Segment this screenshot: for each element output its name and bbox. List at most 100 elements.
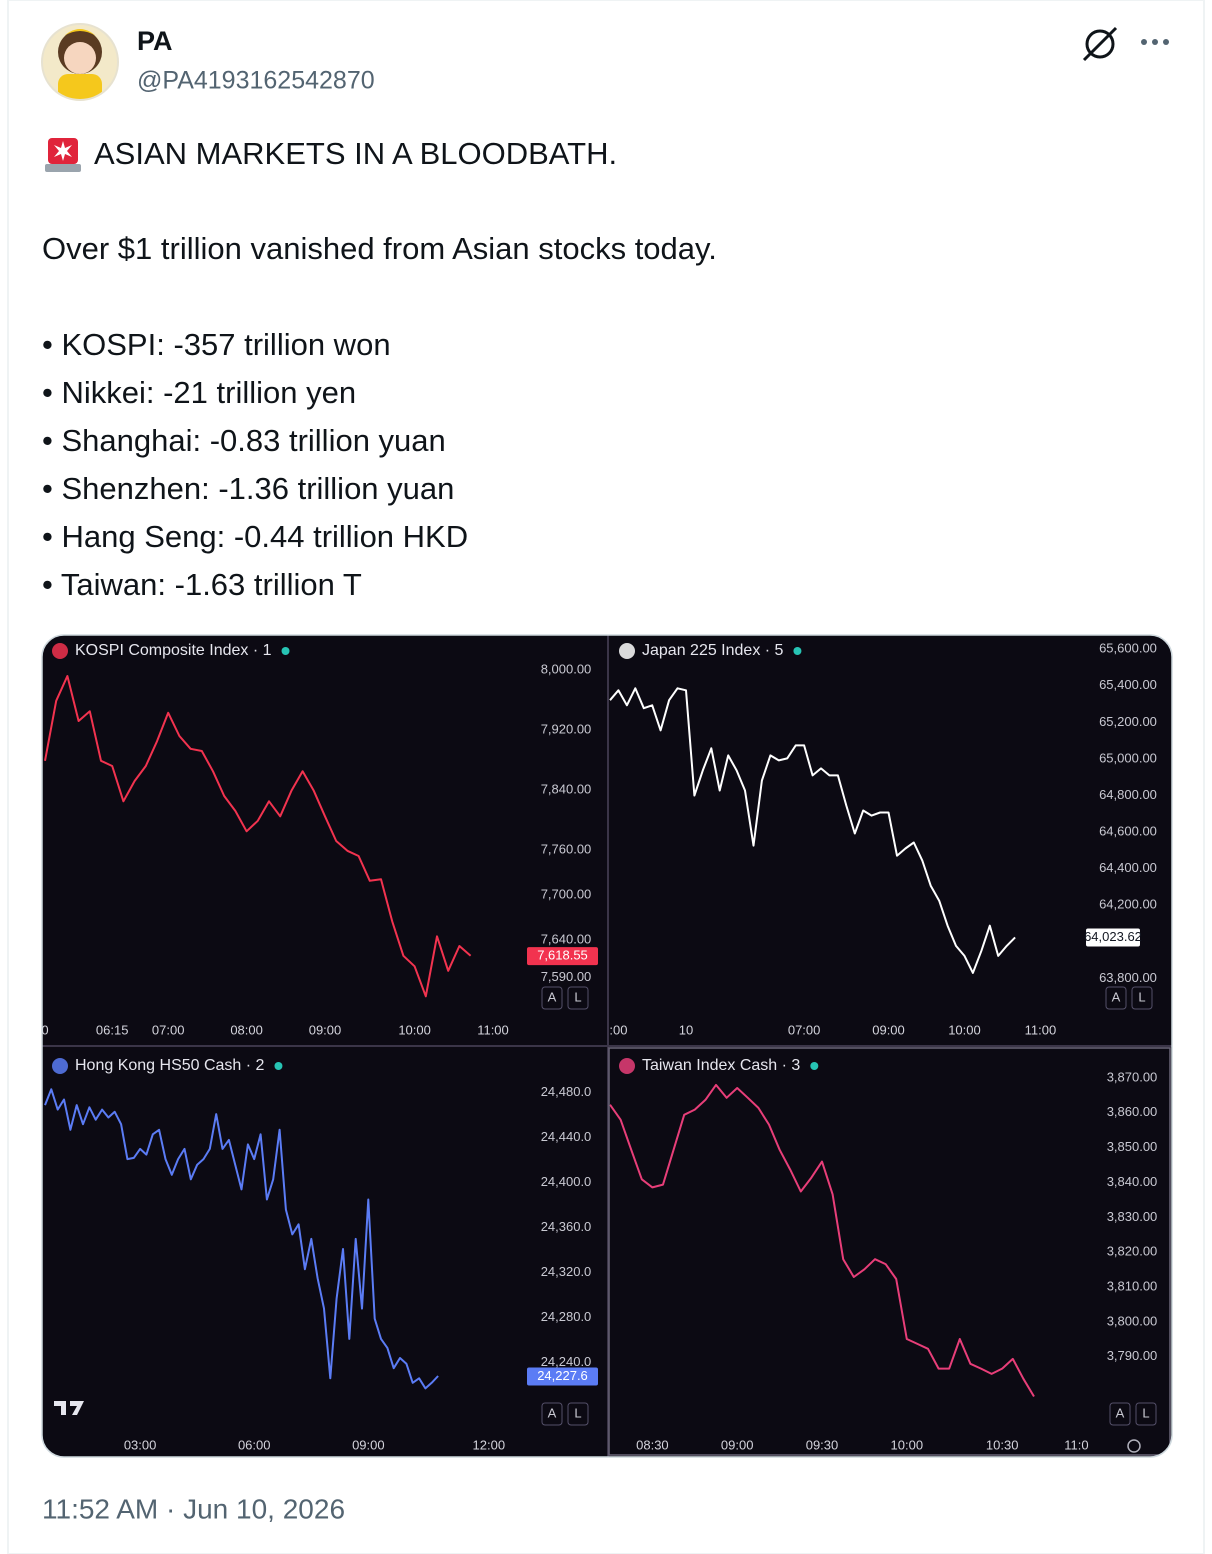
x-tick-label: 03:00 [124, 1437, 157, 1452]
y-tick-label: 7,760.00 [541, 841, 592, 856]
y-tick-label: 3,830.00 [1107, 1209, 1158, 1224]
last-price-tag [1086, 928, 1140, 947]
avatar[interactable] [40, 22, 120, 104]
price-line [609, 687, 1016, 974]
x-tick-label: 10:00 [948, 1022, 981, 1037]
y-tick-label: 3,860.00 [1107, 1104, 1158, 1119]
bullet: • Shanghai: -0.83 trillion yuan [42, 423, 446, 458]
last-price-tag [527, 1367, 598, 1386]
x-tick-label: 07:00 [152, 1022, 185, 1037]
avatar-ring [41, 23, 119, 101]
y-tick-label: 63,800.00 [1099, 970, 1157, 985]
x-tick-label: 09:00 [352, 1437, 385, 1452]
x-tick-label: 0 [41, 1022, 48, 1037]
chart-image[interactable]: KOSPI Composite Index · 1 8,000.00 7,920.0… [41, 635, 1172, 1457]
x-tick-label: 11:00 [477, 1022, 509, 1037]
x-tick-label: 10:00 [891, 1437, 924, 1452]
panel-title: KOSPI Composite Index · 1 [75, 642, 272, 659]
y-tick-label: 65,400.00 [1099, 677, 1157, 692]
scale-button-label: A [1116, 1405, 1125, 1420]
panel-title: Hong Kong HS50 Cash · 2 [75, 1057, 265, 1074]
more-menu[interactable] [1141, 39, 1169, 45]
scale-button[interactable] [567, 986, 589, 1010]
image-border [41, 634, 1173, 1458]
headline: ASIAN MARKETS IN A BLOODBATH. [94, 136, 617, 171]
x-tick-label: :00 [609, 1022, 627, 1037]
siren-emoji [45, 138, 81, 172]
scale-button-label: A [1112, 989, 1121, 1004]
scale-button[interactable] [1109, 1402, 1131, 1426]
y-tick-label: 64,400.00 [1099, 860, 1157, 875]
scale-button-label: L [1138, 989, 1145, 1004]
x-tick-label: 08:30 [636, 1437, 669, 1452]
scale-button[interactable] [541, 1402, 563, 1426]
scale-button[interactable] [541, 986, 563, 1010]
scale-button[interactable] [1135, 1402, 1157, 1426]
bullet: • Taiwan: -1.63 trillion T [42, 567, 362, 602]
last-price-tag [527, 947, 598, 966]
intro: Over $1 trillion vanished from Asian sto… [42, 231, 717, 266]
x-tick-label: 08:00 [230, 1022, 263, 1037]
y-tick-label: 24,280.0 [541, 1309, 592, 1324]
settings-icon[interactable] [1127, 1439, 1141, 1453]
scale-button[interactable] [567, 1402, 589, 1426]
x-tick-label: 06:00 [238, 1437, 271, 1452]
panel-title: Japan 225 Index · 5 [642, 642, 784, 659]
y-tick-label: 7,700.00 [541, 886, 592, 901]
y-tick-label: 24,400.0 [541, 1174, 592, 1189]
y-tick-label: 24,480.0 [541, 1084, 592, 1099]
timestamp[interactable]: 11:52 AM · Jun 10, 2026 [42, 1493, 345, 1524]
y-tick-label: 65,000.00 [1099, 750, 1157, 765]
x-tick-label: 10:30 [986, 1437, 1019, 1452]
symbol-icon [52, 1058, 68, 1074]
status-dot [793, 647, 802, 655]
y-tick-label: 3,850.00 [1107, 1139, 1158, 1154]
symbol-icon [619, 643, 635, 659]
author-name[interactable]: PA [137, 26, 173, 56]
scale-button-label: L [574, 1405, 581, 1420]
x-tick-label: 11:0 [1064, 1437, 1088, 1452]
scale-button-label: A [548, 1405, 557, 1420]
status-dot [810, 1062, 819, 1070]
bullet: • Hang Seng: -0.44 trillion HKD [42, 519, 468, 554]
y-tick-label: 3,820.00 [1107, 1244, 1158, 1259]
bullet: • KOSPI: -357 trillion won [42, 327, 391, 362]
y-tick-label: 64,800.00 [1099, 787, 1157, 802]
scale-button-label: L [1142, 1405, 1149, 1420]
y-tick-label: 7,640.00 [541, 931, 592, 946]
panel-title: Taiwan Index Cash · 3 [642, 1057, 800, 1074]
author-handle[interactable]: @PA4193162542870 [137, 67, 375, 95]
x-tick-label: 11:00 [1025, 1022, 1057, 1037]
y-tick-label: 8,000.00 [541, 661, 592, 676]
y-tick-label: 65,600.00 [1099, 641, 1157, 656]
price-line [44, 675, 472, 998]
bullet: • Nikkei: -21 trillion yen [42, 375, 356, 410]
last-price-label: 7,618.55 [537, 948, 588, 963]
y-tick-label: 3,840.00 [1107, 1174, 1158, 1189]
bullet: • Shenzhen: -1.36 trillion yuan [42, 471, 454, 506]
y-tick-label: 3,800.00 [1107, 1313, 1158, 1328]
grok-icon[interactable] [1082, 26, 1118, 62]
x-tick-label: 10 [679, 1022, 693, 1037]
y-tick-label: 64,200.00 [1099, 897, 1157, 912]
symbol-icon [52, 643, 68, 659]
x-tick-label: 07:00 [788, 1022, 821, 1037]
y-tick-label: 3,790.00 [1107, 1348, 1158, 1363]
y-tick-label: 3,870.00 [1107, 1069, 1158, 1084]
y-tick-label: 24,440.0 [541, 1129, 592, 1144]
scale-button[interactable] [1105, 986, 1127, 1010]
x-tick-label: 09:00 [721, 1437, 754, 1452]
y-tick-label: 3,810.00 [1107, 1279, 1158, 1294]
y-tick-label: 7,590.00 [541, 969, 592, 984]
symbol-icon [619, 1058, 635, 1074]
last-price-label: 24,227.6 [537, 1368, 588, 1383]
y-tick-label: 24,240.0 [541, 1354, 592, 1369]
x-tick-label: 09:30 [806, 1437, 839, 1452]
x-tick-label: 10:00 [398, 1022, 431, 1037]
scale-button[interactable] [1131, 986, 1153, 1010]
y-tick-label: 7,920.00 [541, 721, 592, 736]
last-price-label: 64,023.62 [1084, 929, 1142, 944]
bullet-list: • KOSPI: -357 trillion won • Nikkei: -21 … [42, 327, 468, 602]
scale-button-label: A [548, 989, 557, 1004]
x-tick-label: 12:00 [473, 1437, 506, 1452]
